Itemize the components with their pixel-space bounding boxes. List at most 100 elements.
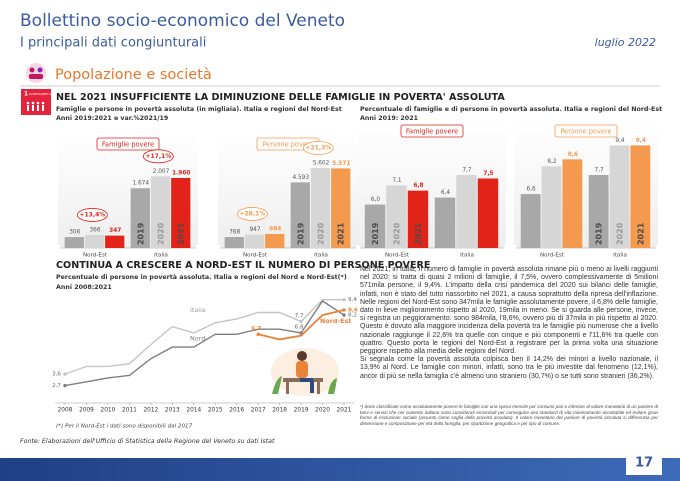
x-tick-label: 2015: [208, 408, 223, 414]
bar: [588, 174, 609, 248]
x-tick-label: 2013: [165, 408, 180, 414]
value-label: 6,0: [371, 197, 381, 203]
year-label: 2021: [177, 222, 186, 245]
bar: [224, 237, 244, 248]
paragraph: Si segnala come la povertà assoluta colp…: [360, 356, 658, 380]
section-title: Popolazione e società: [55, 67, 212, 83]
value-label: 8,2: [348, 313, 357, 319]
x-tick-label: 2016: [229, 408, 244, 414]
year-label: 2019: [296, 222, 305, 245]
section-icon-part: [29, 67, 35, 73]
value-label: 2,7: [52, 383, 61, 389]
x-tick-label: 2014: [186, 408, 201, 414]
point: [342, 313, 346, 317]
bar: [130, 188, 150, 248]
point: [342, 308, 346, 312]
bar: [364, 204, 386, 248]
figure-subtitle: Anni 2008:2021: [56, 284, 112, 291]
sdg-figures: [26, 101, 45, 111]
bar: [84, 234, 105, 248]
value-label: 7,1: [392, 178, 402, 184]
section-icon: [26, 63, 46, 83]
category-label: Nord-Est: [243, 253, 268, 259]
bar: [265, 233, 285, 248]
change-badge: [302, 141, 334, 155]
bar: [609, 145, 630, 248]
change-badge: [236, 207, 268, 221]
value-label: 7,7: [595, 167, 605, 173]
section-icon-part: [37, 67, 43, 73]
value-label: 8,2: [547, 159, 557, 165]
value-label: 306: [69, 230, 80, 236]
x-tick-label: 2021: [337, 408, 352, 414]
bar: [477, 178, 499, 248]
change-badge: [142, 149, 174, 164]
figure-subtitle: Anni 2019: 2021: [360, 115, 418, 122]
bar: [630, 145, 651, 248]
panel-label-box: [400, 124, 464, 138]
figure-subtitle: Anni 2019:2021 e var.%2021/19: [56, 115, 168, 122]
bar: [456, 174, 477, 248]
category-label: Nord-Est: [540, 253, 565, 259]
change-badge: [76, 208, 108, 222]
value-label: 9,4: [636, 138, 646, 144]
value-label: 1.674: [132, 181, 149, 187]
figure-title: Percentuale di famiglie e di persone in …: [360, 105, 662, 113]
year-label: 2020: [317, 222, 326, 245]
x-tick-label: 2012: [143, 408, 158, 414]
x-tick-label: 2008: [58, 408, 73, 414]
value-label: 768: [229, 230, 240, 236]
panel-label: Famiglie povere: [102, 140, 154, 148]
year-label: 2019: [371, 222, 380, 245]
bar: [520, 194, 541, 248]
x-tick-label: 2010: [101, 408, 116, 414]
change-label: +28,1%: [239, 210, 265, 217]
value-label: 8,6: [348, 307, 358, 313]
value-label: 1.960: [172, 171, 190, 177]
bar: [64, 237, 84, 248]
bar: [562, 159, 583, 248]
year-label: 2019: [136, 222, 145, 245]
bar: [150, 176, 171, 248]
value-label: 3,6: [52, 372, 61, 378]
panel-label: Persone povere: [262, 140, 313, 148]
year-label: 2019: [595, 222, 604, 245]
year-label: 2020: [616, 222, 625, 245]
bar: [244, 234, 265, 248]
year-label: 2020: [393, 222, 402, 245]
x-tick-label: 2011: [122, 408, 137, 414]
bar: [105, 235, 125, 248]
sdg-label: SCONFIGGERE LA POVERTÀ: [29, 91, 65, 96]
x-tick-label: 2020: [315, 408, 330, 414]
page-number: 17: [635, 456, 653, 471]
panel-label-box: [96, 137, 160, 151]
series-line: [64, 300, 345, 387]
point: [256, 332, 260, 337]
point: [63, 372, 67, 376]
figure-title: Famiglie e persone in povertà assoluta (…: [56, 105, 342, 113]
footer-band: [0, 458, 680, 481]
value-label: 9,4: [615, 138, 625, 144]
heading: NEL 2021 INSUFFICIENTE LA DIMINUZIONE DE…: [56, 92, 505, 103]
value-label: 2.007: [153, 169, 170, 175]
footnote: ¹) Sono classificate come assolutamente …: [360, 404, 658, 426]
change-label: +13,4%: [79, 211, 105, 218]
sdg-number: 1: [24, 91, 28, 98]
year-label: 2021: [337, 222, 346, 245]
bar: [541, 166, 562, 248]
value-label: 7,7: [462, 167, 472, 173]
year-label: 2020: [157, 222, 166, 245]
category-label: Italia: [613, 253, 627, 259]
section-icon-part: [29, 74, 43, 79]
value-label: 8,6: [568, 152, 578, 158]
value-label: 6,6: [527, 187, 537, 193]
year-label: 2021: [636, 222, 645, 245]
bar: [331, 168, 351, 248]
value-label: 7,7: [295, 313, 304, 319]
source: Fonte: Elaborazioni dell'Ufficio di Stat…: [20, 437, 275, 445]
value-label: 5.571: [332, 161, 350, 167]
sdg-icon: [21, 89, 51, 115]
body-text: Nel 2021, in Italia, il numero di famigl…: [360, 266, 658, 381]
value-label: 947: [249, 227, 260, 233]
